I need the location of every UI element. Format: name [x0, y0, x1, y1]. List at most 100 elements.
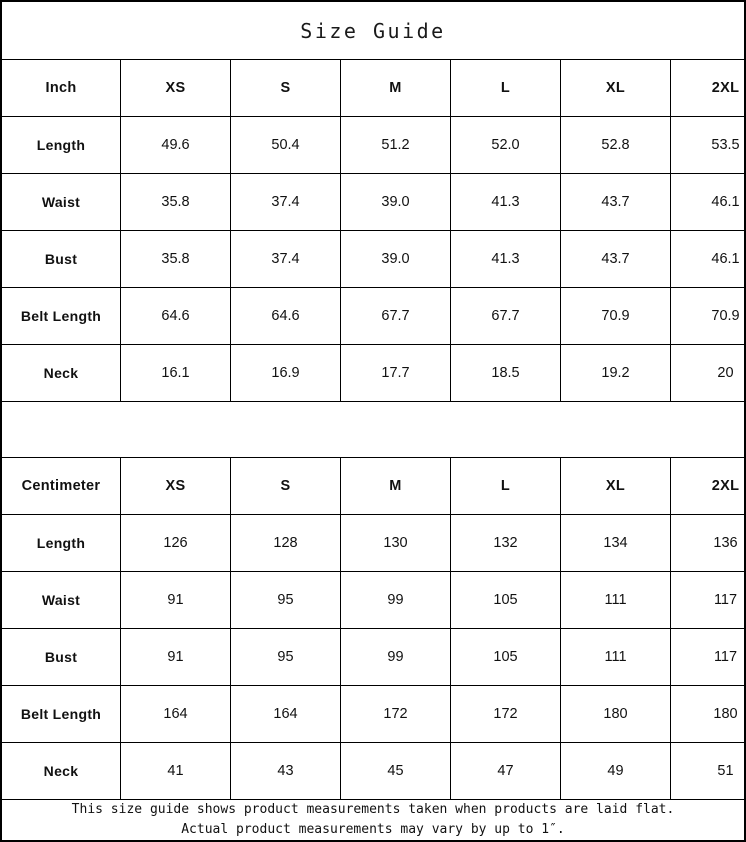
cell-bust-s: 95	[230, 628, 341, 686]
size-header-s: S	[230, 60, 341, 117]
cell-waist-xs: 35.8	[120, 173, 231, 231]
cell-bust-l: 41.3	[450, 230, 561, 288]
cell-length-2xl: 53.5	[670, 116, 746, 174]
size-guide-footer: This size guide shows product measuremen…	[2, 800, 744, 840]
cell-length-l: 52.0	[450, 116, 561, 174]
size-header-xs: XS	[120, 458, 231, 515]
cell-bust-xl: 43.7	[560, 230, 671, 288]
cell-belt-length-xs: 164	[120, 685, 231, 743]
cell-bust-l: 105	[450, 628, 561, 686]
size-header-2xl: 2XL	[670, 60, 746, 117]
table-row: Bust 35.8 37.4 39.0 41.3 43.7 46.1	[2, 230, 746, 288]
cell-waist-m: 99	[340, 571, 451, 629]
cell-neck-s: 43	[230, 742, 341, 800]
cell-belt-length-m: 172	[340, 685, 451, 743]
row-label-neck: Neck	[2, 742, 121, 800]
cell-belt-length-xl: 70.9	[560, 287, 671, 345]
cell-neck-xl: 49	[560, 742, 671, 800]
footer-note: This size guide shows product measuremen…	[71, 802, 675, 838]
size-header-m: M	[340, 60, 451, 117]
cell-length-l: 132	[450, 514, 561, 572]
size-guide-title-row: Size Guide	[2, 2, 744, 60]
table-row: Neck 41 43 45 47 49 51	[2, 742, 746, 800]
row-label-belt-length: Belt Length	[2, 287, 121, 345]
cell-waist-2xl: 117	[670, 571, 746, 629]
cell-neck-2xl: 51	[670, 742, 746, 800]
table-row: Belt Length 164 164 172 172 180 180	[2, 685, 746, 743]
unit-header-inch: Inch	[2, 60, 121, 117]
cell-neck-xs: 16.1	[120, 344, 231, 402]
cell-waist-s: 37.4	[230, 173, 341, 231]
cell-neck-l: 47	[450, 742, 561, 800]
size-header-l: L	[450, 60, 561, 117]
row-label-belt-length: Belt Length	[2, 685, 121, 743]
cell-length-s: 128	[230, 514, 341, 572]
table-row: Neck 16.1 16.9 17.7 18.5 19.2 20	[2, 344, 746, 402]
table-separator-band	[2, 402, 744, 458]
cell-belt-length-xl: 180	[560, 685, 671, 743]
cell-bust-2xl: 117	[670, 628, 746, 686]
cell-belt-length-xs: 64.6	[120, 287, 231, 345]
size-header-xl: XL	[560, 60, 671, 117]
cell-neck-xs: 41	[120, 742, 231, 800]
table-header-row: Centimeter XS S M L XL 2XL	[2, 458, 746, 515]
cell-belt-length-s: 64.6	[230, 287, 341, 345]
centimeter-measurement-table: Centimeter XS S M L XL 2XL Length 126 12…	[2, 458, 746, 800]
size-header-xl: XL	[560, 458, 671, 515]
table-row: Waist 35.8 37.4 39.0 41.3 43.7 46.1	[2, 173, 746, 231]
cell-bust-m: 99	[340, 628, 451, 686]
table-row: Waist 91 95 99 105 111 117	[2, 571, 746, 629]
size-header-xs: XS	[120, 60, 231, 117]
cell-belt-length-s: 164	[230, 685, 341, 743]
table-row: Belt Length 64.6 64.6 67.7 67.7 70.9 70.…	[2, 287, 746, 345]
cell-length-s: 50.4	[230, 116, 341, 174]
cell-waist-xs: 91	[120, 571, 231, 629]
size-header-m: M	[340, 458, 451, 515]
cell-waist-m: 39.0	[340, 173, 451, 231]
cell-length-2xl: 136	[670, 514, 746, 572]
row-label-length: Length	[2, 514, 121, 572]
cell-bust-s: 37.4	[230, 230, 341, 288]
table-row: Bust 91 95 99 105 111 117	[2, 628, 746, 686]
table-header-row: Inch XS S M L XL 2XL	[2, 60, 746, 117]
cell-neck-xl: 19.2	[560, 344, 671, 402]
cell-length-xs: 49.6	[120, 116, 231, 174]
inch-measurement-table: Inch XS S M L XL 2XL Length 49.6 50.4 51…	[2, 60, 746, 402]
cell-belt-length-2xl: 180	[670, 685, 746, 743]
cell-belt-length-2xl: 70.9	[670, 287, 746, 345]
cell-bust-xl: 111	[560, 628, 671, 686]
row-label-waist: Waist	[2, 173, 121, 231]
cell-neck-l: 18.5	[450, 344, 561, 402]
row-label-bust: Bust	[2, 628, 121, 686]
cell-length-m: 51.2	[340, 116, 451, 174]
cell-neck-s: 16.9	[230, 344, 341, 402]
cell-bust-xs: 35.8	[120, 230, 231, 288]
cell-bust-m: 39.0	[340, 230, 451, 288]
cell-waist-2xl: 46.1	[670, 173, 746, 231]
row-label-neck: Neck	[2, 344, 121, 402]
size-header-s: S	[230, 458, 341, 515]
size-header-l: L	[450, 458, 561, 515]
cell-waist-l: 105	[450, 571, 561, 629]
cell-waist-xl: 111	[560, 571, 671, 629]
cell-length-xl: 52.8	[560, 116, 671, 174]
unit-header-centimeter: Centimeter	[2, 458, 121, 515]
cell-neck-m: 45	[340, 742, 451, 800]
cell-belt-length-l: 67.7	[450, 287, 561, 345]
cell-belt-length-m: 67.7	[340, 287, 451, 345]
row-label-waist: Waist	[2, 571, 121, 629]
cell-neck-2xl: 20	[670, 344, 746, 402]
cell-length-xl: 134	[560, 514, 671, 572]
cell-bust-xs: 91	[120, 628, 231, 686]
cell-bust-2xl: 46.1	[670, 230, 746, 288]
cell-neck-m: 17.7	[340, 344, 451, 402]
table-row: Length 49.6 50.4 51.2 52.0 52.8 53.5	[2, 116, 746, 174]
size-header-2xl: 2XL	[670, 458, 746, 515]
table-row: Length 126 128 130 132 134 136	[2, 514, 746, 572]
row-label-length: Length	[2, 116, 121, 174]
cell-length-xs: 126	[120, 514, 231, 572]
cell-belt-length-l: 172	[450, 685, 561, 743]
cell-waist-s: 95	[230, 571, 341, 629]
row-label-bust: Bust	[2, 230, 121, 288]
